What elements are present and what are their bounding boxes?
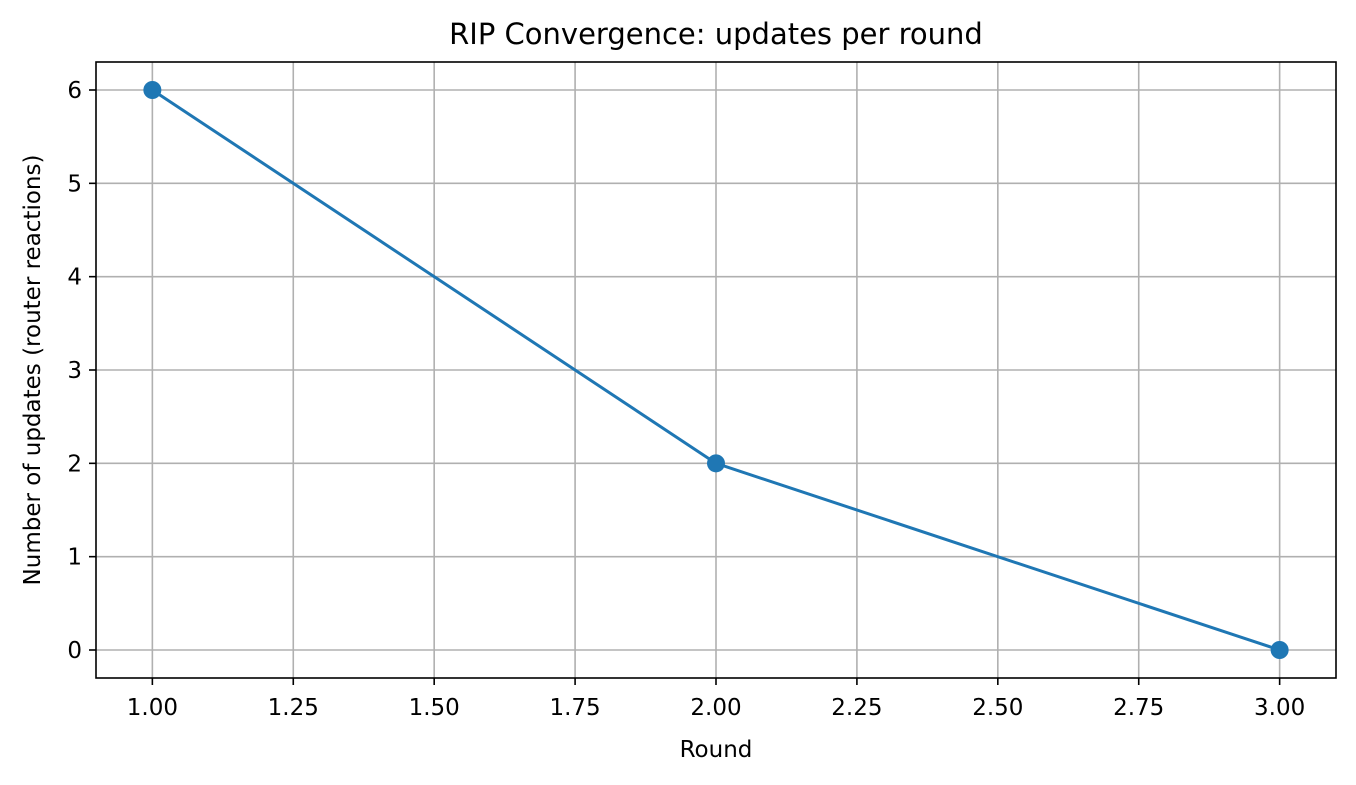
y-tick-label: 3 <box>67 358 82 384</box>
data-point <box>143 81 162 99</box>
x-tick-label: 2.50 <box>972 695 1023 721</box>
x-tick-label: 2.00 <box>690 695 741 721</box>
x-axis-label: Round <box>680 737 753 763</box>
y-tick-label: 4 <box>67 265 82 291</box>
chart-title: RIP Convergence: updates per round <box>449 17 983 51</box>
y-tick-label: 2 <box>67 451 82 477</box>
series-layer <box>143 81 1289 659</box>
y-tick-label: 0 <box>67 638 82 664</box>
x-tick-label: 1.75 <box>549 695 600 721</box>
data-point <box>1270 641 1289 659</box>
x-tick-label: 1.50 <box>409 695 460 721</box>
y-tick-label: 6 <box>67 78 82 104</box>
axis-ticks: 1.00 1.25 1.50 1.75 2.00 2.25 2.50 2.75 3.00 0 1 2 3… <box>67 78 1305 721</box>
x-tick-label: 1.00 <box>127 695 178 721</box>
y-axis-label: Number of updates (router reactions) <box>20 155 46 586</box>
x-tick-label: 1.25 <box>268 695 319 721</box>
y-tick-label: 1 <box>67 545 82 571</box>
data-point <box>707 454 725 473</box>
x-tick-label: 3.00 <box>1254 695 1305 721</box>
plot-frame <box>95 61 1337 679</box>
x-tick-label: 2.25 <box>831 695 882 721</box>
y-tick-label: 5 <box>67 171 82 197</box>
grid <box>96 62 1336 678</box>
x-tick-label: 2.75 <box>1113 695 1164 721</box>
